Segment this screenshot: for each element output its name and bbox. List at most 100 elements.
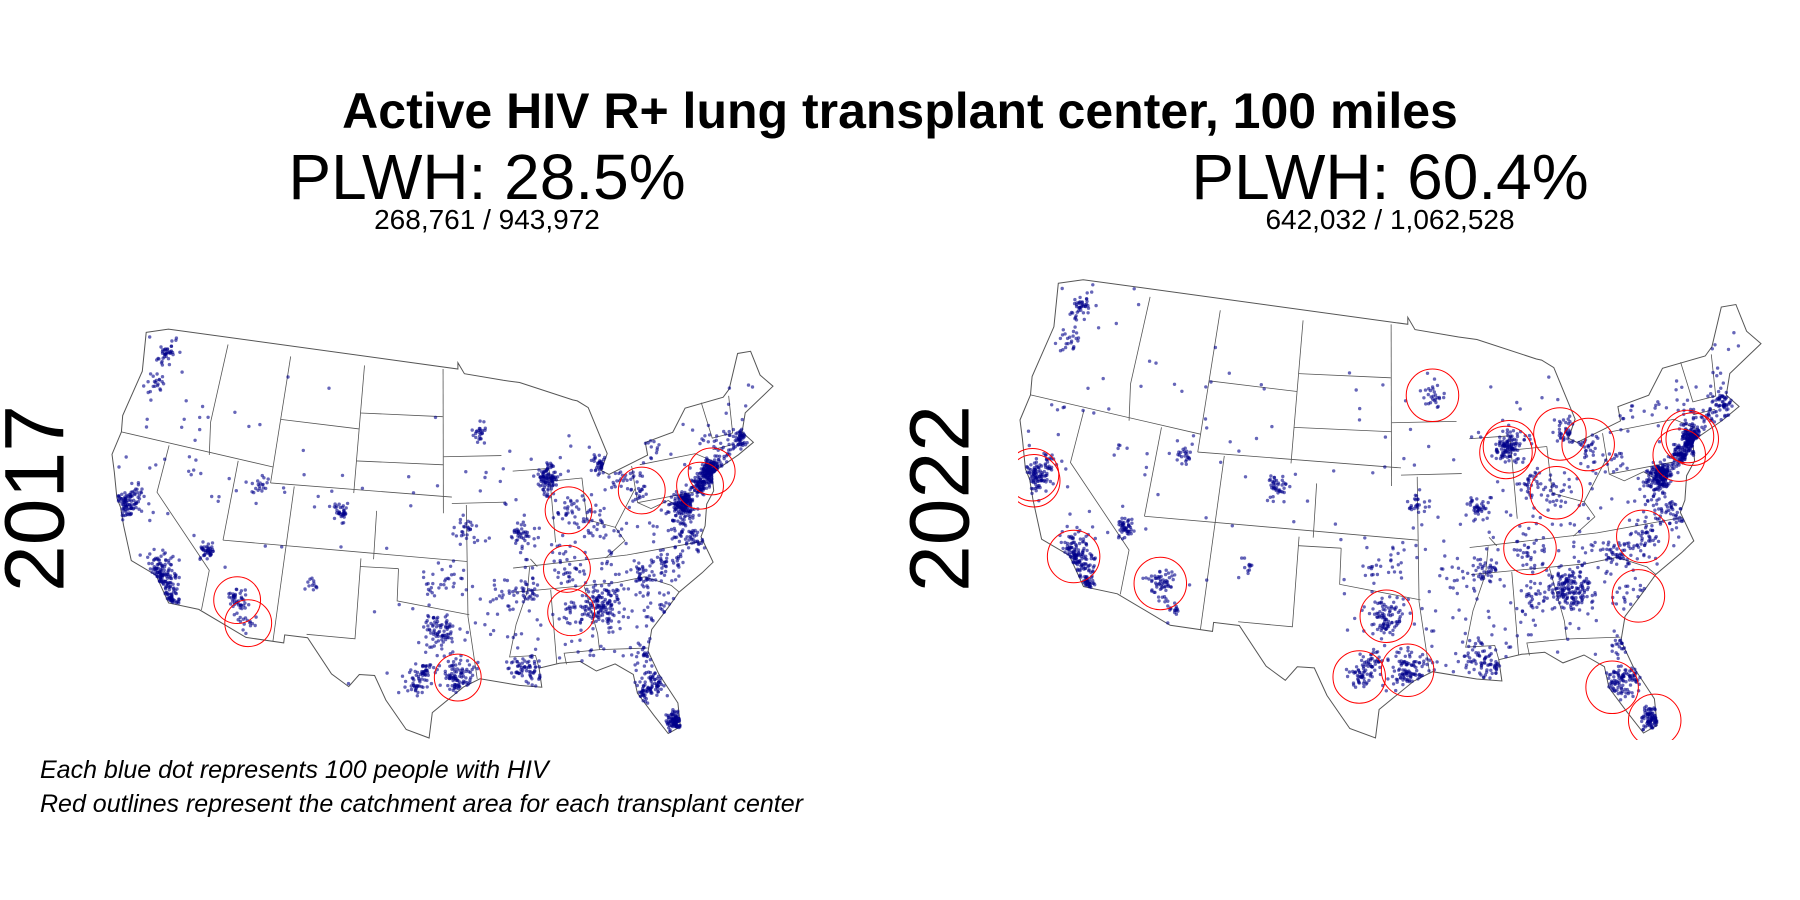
- hiv-dot: [706, 423, 711, 428]
- hiv-dot: [1154, 581, 1158, 585]
- hiv-dot: [1621, 673, 1625, 677]
- hiv-dot: [163, 562, 167, 567]
- hiv-dot: [1173, 573, 1177, 577]
- hiv-dot: [464, 522, 468, 526]
- hiv-dot: [635, 524, 640, 529]
- hiv-dot: [478, 489, 482, 493]
- hiv-dot: [432, 665, 436, 670]
- hiv-dot: [1489, 558, 1494, 562]
- hiv-dot: [613, 599, 617, 604]
- hiv-dot: [1594, 434, 1598, 439]
- hiv-dot: [602, 647, 606, 651]
- hiv-dot: [451, 624, 455, 628]
- hiv-dot: [1402, 660, 1406, 665]
- hiv-dot: [1494, 660, 1498, 664]
- hiv-dot: [1487, 654, 1491, 658]
- hiv-dot: [531, 671, 536, 675]
- hiv-dot: [1489, 668, 1493, 672]
- hiv-dot: [679, 512, 684, 516]
- hiv-dot: [1386, 619, 1391, 623]
- hiv-dot: [464, 676, 468, 680]
- state-border: [373, 510, 378, 560]
- hiv-dot: [169, 581, 173, 585]
- hiv-dot: [1498, 439, 1502, 443]
- hiv-dot: [303, 587, 307, 591]
- hiv-dot: [1481, 500, 1485, 504]
- hiv-dot: [1516, 457, 1520, 461]
- hiv-dot: [1613, 682, 1617, 686]
- hiv-dot: [206, 542, 211, 546]
- hiv-dot: [1378, 623, 1382, 627]
- hiv-dot: [332, 516, 337, 521]
- hiv-dot: [1051, 482, 1055, 486]
- hiv-dot: [1624, 668, 1628, 672]
- hiv-dot: [1379, 637, 1384, 641]
- hiv-dot: [150, 570, 154, 574]
- hiv-dot: [449, 664, 454, 668]
- hiv-dot: [511, 590, 515, 594]
- hiv-dot: [652, 439, 656, 444]
- hiv-dot: [1493, 648, 1498, 652]
- hiv-dot: [519, 523, 523, 527]
- hiv-dot: [156, 556, 160, 560]
- hiv-dot: [475, 666, 480, 671]
- hiv-dot: [649, 677, 653, 681]
- hiv-dot: [727, 442, 731, 447]
- hiv-dot: [618, 534, 622, 538]
- hiv-dot: [1177, 450, 1181, 454]
- hiv-dot: [1063, 550, 1067, 554]
- hiv-dot: [419, 685, 424, 689]
- hiv-dot: [1628, 683, 1633, 687]
- hiv-dot: [648, 637, 652, 641]
- hiv-dot: [690, 492, 694, 496]
- hiv-dot: [591, 627, 595, 631]
- hiv-dot: [603, 455, 607, 460]
- hiv-dot: [152, 547, 156, 552]
- hiv-dot: [634, 579, 638, 583]
- hiv-dot: [1076, 336, 1081, 340]
- hiv-dot: [425, 685, 429, 689]
- hiv-dot: [598, 513, 602, 517]
- hiv-dot: [614, 589, 618, 593]
- hiv-dot: [1380, 604, 1385, 609]
- hiv-dot: [1402, 603, 1406, 607]
- state-border: [1197, 451, 1401, 469]
- hiv-dot: [520, 527, 524, 531]
- hiv-dot: [461, 668, 465, 672]
- hiv-dot: [525, 557, 529, 562]
- hiv-dot: [1656, 464, 1661, 469]
- hiv-dot: [450, 667, 454, 671]
- hiv-dot: [533, 665, 537, 669]
- hiv-dot: [1130, 517, 1134, 521]
- hiv-dot: [609, 603, 614, 608]
- hiv-dot: [1527, 593, 1531, 598]
- state-border: [509, 567, 540, 669]
- hiv-dot: [1719, 418, 1723, 422]
- hiv-dot: [1655, 517, 1660, 521]
- hiv-dot: [671, 724, 675, 729]
- hiv-dot: [424, 650, 428, 654]
- hiv-dot: [1557, 427, 1562, 431]
- state-border: [700, 395, 734, 439]
- hiv-dot: [1550, 574, 1555, 579]
- hiv-dot: [1506, 433, 1510, 438]
- hiv-dot: [436, 561, 441, 565]
- hiv-dot: [1653, 716, 1657, 720]
- hiv-dot: [516, 646, 520, 650]
- hiv-dot: [463, 638, 467, 642]
- hiv-dot: [502, 578, 507, 582]
- hiv-dot: [1551, 582, 1555, 586]
- hiv-dot: [698, 441, 702, 446]
- hiv-dot: [648, 578, 652, 582]
- hiv-dot: [666, 715, 671, 719]
- hiv-dot: [494, 597, 499, 601]
- hiv-dot: [1163, 600, 1167, 604]
- hiv-dot: [647, 640, 651, 644]
- hiv-dot: [1524, 594, 1529, 599]
- hiv-dot: [1489, 662, 1493, 667]
- hiv-dot: [1612, 456, 1616, 460]
- hiv-dot: [443, 634, 447, 638]
- hiv-dot: [1409, 674, 1413, 678]
- hiv-dot: [1120, 537, 1125, 541]
- hiv-dot: [184, 399, 188, 403]
